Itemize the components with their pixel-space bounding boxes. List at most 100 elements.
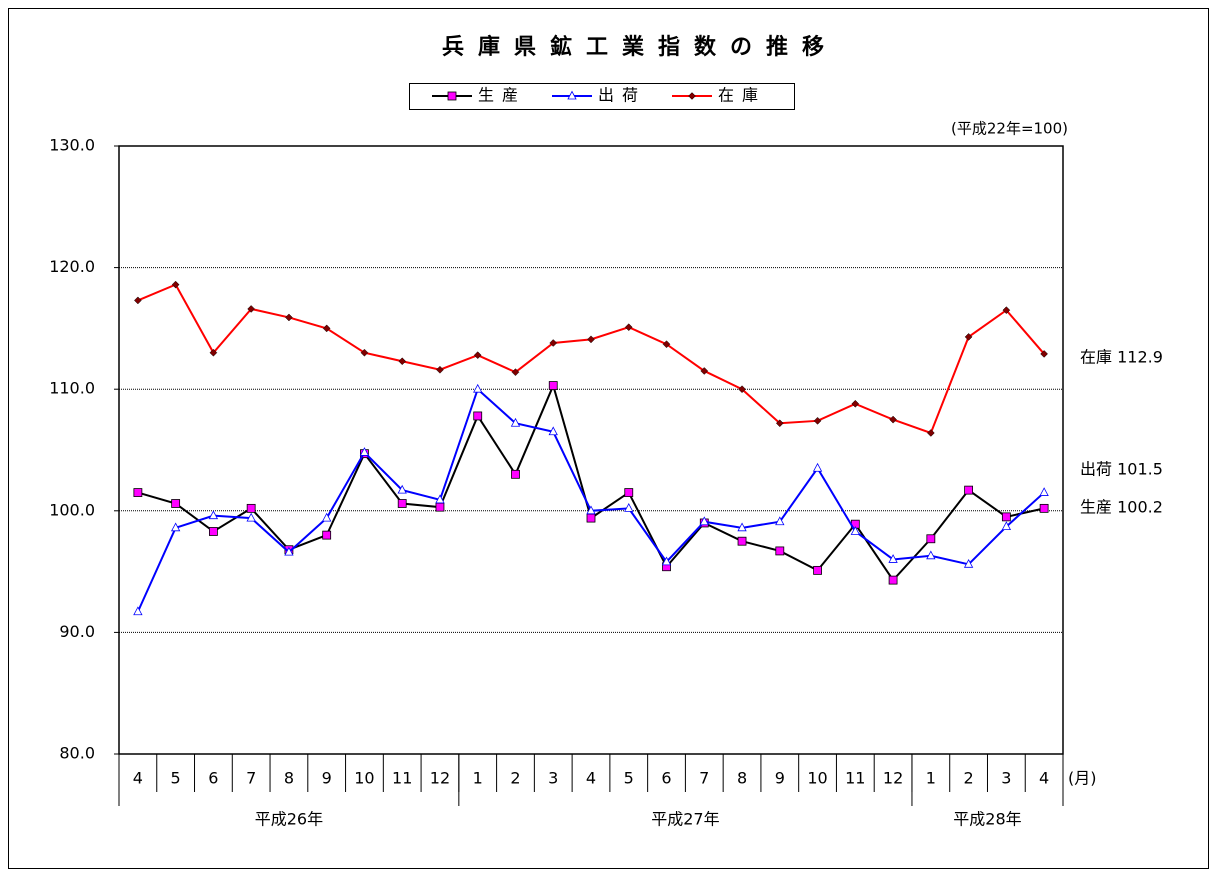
- group-label: 平成28年: [953, 810, 1021, 829]
- y-tick-label: 90.0: [59, 622, 95, 641]
- y-tick-label: 120.0: [49, 257, 95, 276]
- marker: [510, 417, 521, 427]
- marker: [963, 558, 974, 568]
- marker: [624, 488, 634, 497]
- marker: [812, 462, 823, 472]
- marker: [511, 368, 520, 377]
- marker: [1002, 306, 1011, 315]
- x-tick-label: 8: [737, 769, 747, 788]
- series-line: [137, 382, 1045, 582]
- marker: [851, 399, 860, 408]
- marker: [700, 367, 709, 375]
- chart-title: 兵庫県鉱工業指数の推移: [442, 34, 838, 60]
- marker: [322, 512, 332, 522]
- legend-label: 出荷: [598, 86, 646, 105]
- x-unit: (月): [1068, 769, 1097, 788]
- frame: [8, 8, 1209, 869]
- marker: [247, 305, 256, 313]
- marker: [208, 510, 219, 520]
- marker: [1039, 503, 1049, 513]
- x-tick-label: 3: [548, 769, 558, 788]
- marker: [889, 415, 897, 424]
- marker: [322, 324, 331, 333]
- x-tick-label: 7: [699, 769, 709, 788]
- annotation: 出荷 101.5: [1080, 460, 1163, 479]
- marker: [285, 313, 293, 322]
- x-tick-label: 5: [171, 769, 181, 788]
- x-tick-label: 12: [430, 769, 450, 788]
- x-tick-label: 11: [392, 769, 412, 788]
- x-tick-label: 7: [246, 769, 256, 788]
- marker: [435, 502, 445, 512]
- marker: [548, 426, 558, 436]
- marker: [1039, 487, 1049, 496]
- marker: [587, 335, 595, 344]
- marker: [447, 91, 457, 101]
- marker: [586, 513, 596, 523]
- marker: [567, 90, 577, 100]
- marker: [549, 339, 558, 347]
- marker: [134, 296, 142, 305]
- marker: [360, 348, 369, 357]
- marker: [888, 575, 898, 585]
- marker: [850, 526, 860, 535]
- marker: [926, 534, 936, 544]
- marker: [775, 516, 785, 526]
- marker: [435, 494, 445, 504]
- marker: [398, 357, 407, 366]
- marker: [662, 340, 671, 349]
- marker: [548, 381, 558, 390]
- marker: [246, 503, 256, 513]
- marker: [1001, 512, 1011, 522]
- x-tick-label: 4: [586, 769, 596, 788]
- marker: [436, 365, 444, 374]
- x-tick-label: 2: [510, 769, 520, 788]
- x-tick-label: 10: [354, 769, 374, 788]
- annotation: 生産 100.2: [1080, 498, 1163, 517]
- plot-area: [118, 145, 1064, 755]
- marker: [699, 516, 709, 526]
- marker: [926, 550, 936, 560]
- marker: [661, 556, 672, 566]
- marker: [208, 527, 218, 536]
- legend-box: [409, 83, 795, 110]
- x-tick-label: 4: [1039, 769, 1049, 788]
- marker: [926, 429, 935, 437]
- x-tick-label: 6: [661, 769, 671, 788]
- x-tick-label: 9: [322, 769, 332, 788]
- x-tick-label: 3: [1001, 769, 1011, 788]
- legend-label: 生産: [478, 86, 526, 105]
- marker: [964, 485, 973, 495]
- x-tick-label: 8: [284, 769, 294, 788]
- marker: [888, 554, 898, 563]
- group-label: 平成26年: [255, 810, 323, 829]
- x-tick-label: 12: [883, 769, 903, 788]
- marker: [284, 546, 294, 556]
- marker: [775, 546, 785, 556]
- marker: [171, 499, 181, 508]
- marker: [397, 484, 407, 494]
- series-line: [137, 283, 1045, 435]
- y-tick-label: 110.0: [49, 379, 95, 398]
- marker: [1040, 350, 1048, 358]
- x-tick-label: 1: [926, 769, 936, 788]
- marker: [1001, 521, 1012, 531]
- marker: [171, 280, 180, 289]
- marker: [813, 565, 822, 575]
- marker: [133, 606, 143, 616]
- x-tick-label: 11: [845, 769, 865, 788]
- marker: [586, 505, 596, 515]
- x-tick-label: 9: [775, 769, 785, 788]
- series-line: [136, 387, 1045, 613]
- annotation: 在庫 112.9: [1080, 348, 1163, 367]
- marker: [738, 385, 746, 394]
- x-tick-label: 6: [208, 769, 218, 788]
- legend-label: 在庫: [718, 86, 766, 105]
- marker: [813, 416, 822, 425]
- marker: [473, 411, 483, 421]
- marker: [397, 499, 407, 508]
- y-tick-label: 80.0: [59, 744, 95, 763]
- marker: [688, 92, 696, 100]
- marker: [737, 536, 747, 546]
